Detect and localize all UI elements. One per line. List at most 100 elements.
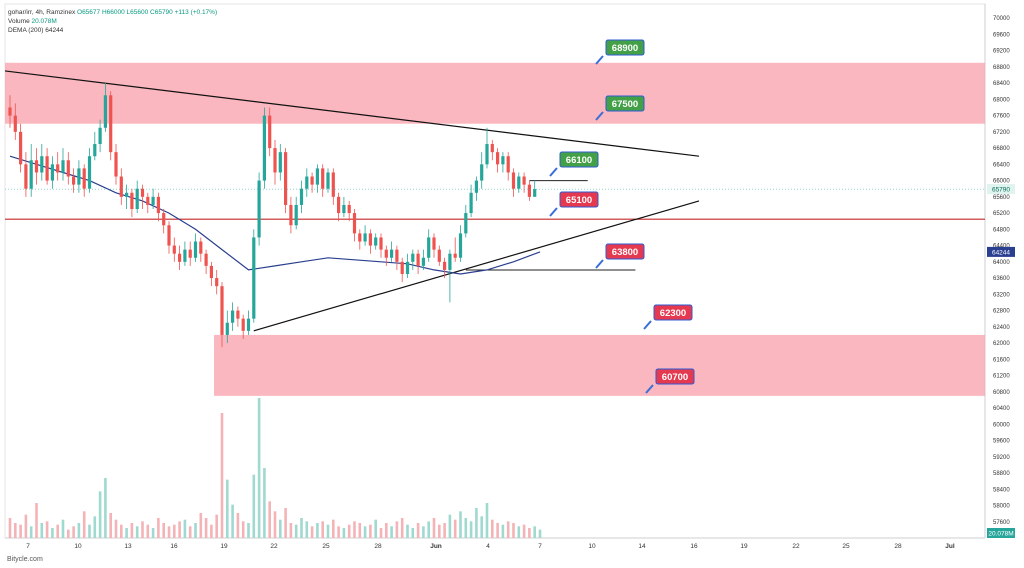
candle — [66, 152, 70, 185]
price-tick-label: 60400 — [993, 406, 1010, 412]
volume-bar — [93, 516, 97, 538]
volume-bar — [14, 523, 17, 538]
volume-bar — [162, 523, 165, 538]
volume-bar — [459, 511, 462, 538]
volume-bar — [279, 519, 282, 538]
volume-bar — [363, 526, 367, 538]
last-price-badge-text: 65790 — [992, 187, 1010, 194]
price-tick-label: 62400 — [993, 325, 1010, 331]
volume-bar — [353, 521, 356, 538]
candle-body — [109, 95, 113, 153]
time-tick-label: 25 — [842, 543, 850, 550]
volume-bar — [82, 511, 86, 538]
volume-bar — [72, 526, 75, 538]
level-label-text: 67500 — [612, 99, 638, 110]
volume-bar — [385, 523, 388, 538]
volume-bar — [512, 523, 515, 538]
candle-body — [140, 188, 145, 197]
level-label-67500: 67500 — [595, 95, 645, 121]
dema-price-badge: 64244 — [987, 246, 1015, 257]
candle-body — [40, 156, 44, 173]
level-label-box — [559, 191, 599, 208]
candle-body — [34, 160, 39, 173]
candle — [61, 148, 65, 181]
candle-body — [527, 184, 531, 197]
candle-body — [474, 180, 478, 193]
level-label-65100: 65100 — [549, 191, 599, 217]
volume-series — [8, 398, 542, 538]
level-pointer — [645, 384, 654, 394]
candle-body — [130, 192, 134, 210]
candle-body — [384, 249, 388, 258]
candle — [395, 245, 399, 270]
candle-body — [533, 189, 537, 197]
candle-body — [24, 164, 28, 189]
volume-bar — [480, 516, 483, 538]
volume-bar — [56, 524, 59, 538]
candle — [8, 95, 12, 128]
volume-bar — [400, 518, 404, 538]
candle — [331, 168, 335, 205]
candle-body — [368, 233, 372, 246]
volume-badge: 20.078M — [987, 528, 1015, 538]
volume-bar — [98, 491, 102, 538]
candle-body — [522, 176, 526, 185]
volume-bar — [522, 524, 526, 538]
volume-bar — [506, 521, 510, 538]
candle — [172, 237, 176, 262]
volume-bar — [8, 518, 12, 538]
candle — [310, 172, 314, 193]
candle — [199, 237, 203, 262]
candle — [146, 192, 150, 214]
candle-body — [331, 172, 335, 197]
volume-bar — [210, 524, 213, 538]
price-tick-label: 66400 — [993, 162, 1010, 168]
level-pointer — [595, 259, 604, 269]
candle-body — [352, 213, 357, 234]
candle — [162, 209, 166, 234]
candle-body — [50, 164, 54, 181]
candle-body — [103, 95, 107, 128]
volume-bar — [374, 519, 377, 538]
price-tick-label: 60800 — [993, 390, 1010, 396]
candle — [114, 144, 118, 185]
candle — [72, 168, 76, 193]
candle — [135, 180, 139, 214]
candle — [278, 144, 282, 181]
candle-body — [19, 131, 23, 165]
candle-body — [156, 196, 160, 214]
candle-body — [289, 204, 293, 226]
candle — [45, 148, 49, 185]
volume-bar — [247, 523, 250, 538]
time-tick-label: 28 — [894, 543, 902, 550]
candle — [130, 188, 134, 218]
candle-body — [151, 196, 155, 205]
candle-body — [448, 253, 452, 270]
volume-bar — [125, 528, 128, 538]
volume-bar — [29, 526, 33, 538]
price-tick-label: 67200 — [993, 130, 1010, 136]
volume-bar — [188, 526, 192, 538]
time-tick-label: 19 — [740, 543, 748, 550]
volume-bar — [347, 524, 351, 538]
price-tick-label: 64000 — [993, 260, 1010, 266]
time-tick-label: 4 — [486, 543, 490, 550]
candle-body — [517, 176, 521, 189]
time-tick-label: 10 — [74, 543, 82, 550]
price-tick-label: 62800 — [993, 309, 1010, 315]
time-tick-label: 7 — [26, 543, 30, 550]
volume-bar — [406, 524, 409, 538]
candle — [246, 310, 251, 335]
candle-body — [337, 196, 341, 214]
candle-body — [183, 249, 187, 262]
candle-body — [114, 152, 118, 177]
volume-bar — [77, 523, 81, 538]
volume-bar — [51, 528, 54, 538]
volume-bar — [427, 521, 430, 538]
candle — [474, 176, 478, 201]
candle — [305, 168, 309, 197]
candle — [421, 249, 425, 270]
candle-body — [299, 188, 304, 205]
candle — [209, 261, 213, 287]
